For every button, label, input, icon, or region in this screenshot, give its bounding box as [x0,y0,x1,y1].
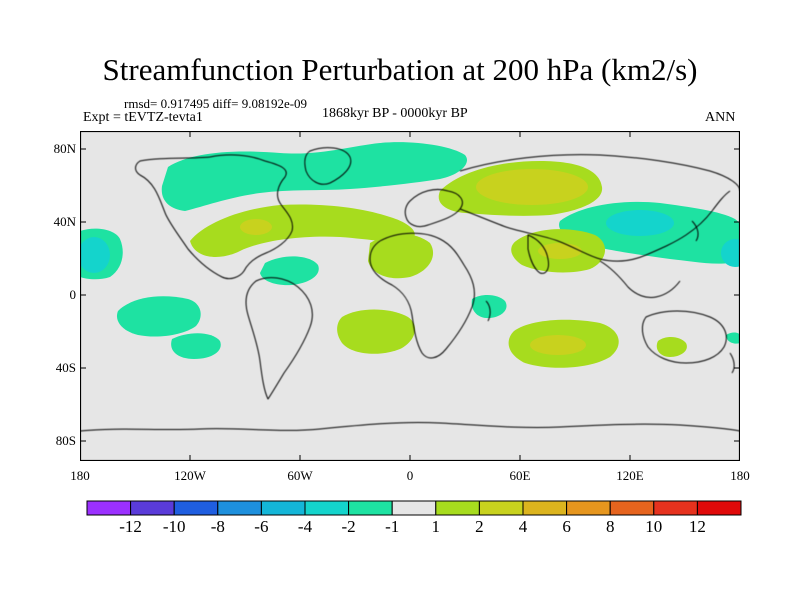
contour-pos-south-atlantic [337,309,415,354]
axis-ticks [80,131,740,461]
contour-neg-south-pacific-east [171,333,221,359]
contour-pos-core-indian [530,335,586,355]
coast-australia [641,310,727,364]
coast-asia [459,154,740,262]
contour-pos-east-atlantic [368,234,434,279]
contour-pos-core-eurasia [476,169,588,205]
y-tick-label: 0 [69,287,77,302]
colorbar-box [86,500,132,516]
x-tick-label: 60E [509,468,531,483]
coast-southeast-asia [599,260,681,298]
x-tick-label: 60W [287,468,313,483]
contour-neg-north-america [161,142,468,211]
colorbar-box [217,500,262,516]
contour-neg-core-east-asia [606,210,674,236]
colorbar-label: 4 [518,517,528,536]
colorbar-box [566,500,611,516]
coast-japan [691,220,699,242]
colorbar-label: 10 [645,517,663,536]
x-tick-label: 120W [174,468,206,483]
contour-pos-core-south-asia [538,243,582,259]
negative-core-regions [80,210,740,273]
colorbar-box [304,500,350,516]
colorbar-label: 1 [431,517,441,536]
colorbar-label: -8 [210,517,225,536]
positive-core-regions [240,169,588,355]
colorbar-box [653,500,698,516]
colorbar-box [696,500,742,516]
colorbar-label: -4 [297,517,313,536]
colorbar-label: -6 [254,517,269,536]
contour-neg-core-west-pacific [721,239,740,267]
colorbar-box [435,500,480,516]
coast-south-america [245,277,313,400]
colorbar-label: -2 [341,517,356,536]
chart-title: Streamfunction Perturbation at 200 hPa (… [102,52,698,87]
contour-neg-tasman [726,332,740,344]
coast-new-zealand [729,352,735,374]
contour-pos-core-atlantic [240,219,272,235]
colorbar-box [609,500,655,516]
coastlines [80,147,740,432]
colorbar-box [130,500,175,516]
colorbar-box [522,500,568,516]
x-tick-label: 180 [730,468,750,483]
colorbar-label: 6 [562,517,571,536]
colorbar-label: 12 [688,517,706,536]
x-tick-label: 0 [406,468,414,483]
season-label: ANN [705,110,736,125]
coast-greenland [304,147,352,185]
coast-africa [369,232,475,359]
colorbar-box [478,500,524,516]
colorbar [86,500,742,516]
x-tick-label: 180 [70,468,90,483]
coast-madagascar [485,300,491,322]
experiment-label: Expt = tEVTZ-tevta1 [83,110,203,125]
period-label: 1868kyr BP - 0000kyr BP [322,106,468,121]
contour-neg-south-pacific [116,296,201,337]
coast-antarctica [80,421,740,432]
stats-text: rmsd= 0.917495 diff= 9.08192e-09 [124,96,308,111]
colorbar-label: 2 [475,517,484,536]
x-tick-label: 120E [616,468,644,483]
colorbar-label: -10 [162,517,186,536]
contour-neg-core-pacific [80,237,110,273]
contour-pos-australia [656,337,687,357]
colorbar-box [348,500,393,516]
coast-north-america [135,154,294,280]
coast-india [527,234,549,274]
colorbar-label: -1 [385,517,400,536]
y-tick-label: 40S [55,360,76,375]
y-tick-label: 80S [55,433,76,448]
map-panel [80,131,740,461]
colorbar-box [391,500,437,516]
colorbar-label: -12 [119,517,142,536]
colorbar-box [260,500,306,516]
colorbar-box [173,500,219,516]
contour-pos-north-atlantic [190,204,415,257]
colorbar-label: 8 [605,517,615,536]
y-tick-label: 40N [53,214,76,229]
y-tick-label: 80N [53,141,76,156]
coast-europe [404,188,463,228]
